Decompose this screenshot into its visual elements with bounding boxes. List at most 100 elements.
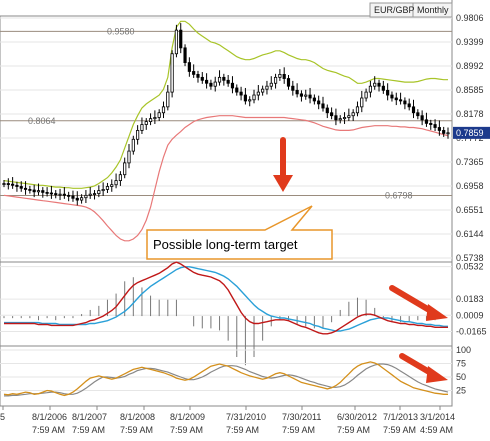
x-time-label: 7:59 AM [383,425,416,435]
candle-up [248,99,252,102]
x-date-label: 8/1/2008 [120,412,155,422]
candle-down [299,93,304,97]
candle-up [304,94,308,97]
candle-down [179,29,183,49]
candle-down [282,74,286,79]
candle-down [200,76,204,81]
candle-down [295,89,299,95]
candle-down [67,194,71,197]
axis-labels: 0.98060.93990.89920.85850.81780.77720.73… [456,13,487,396]
price-tick-label: 0.8585 [456,85,484,95]
x-time-label: 7:59 AM [32,425,65,435]
candle-up [360,97,364,108]
candle-down [424,119,429,124]
candle-down [433,124,437,128]
x-date-label: 5 [0,412,5,422]
candle-down [49,192,54,195]
stoch-k-line [3,361,448,397]
candle-down [317,100,321,105]
candle-up [140,124,144,131]
candle-up [88,193,92,196]
candle-down [312,97,316,102]
macd-tick-label: 0.0009 [456,310,484,320]
x-time-label: 7:59 AM [120,425,153,435]
price-tick-label: 0.6551 [456,205,484,215]
candle-down [407,103,411,108]
macd-panel-frame [0,261,453,347]
candle-down [187,62,191,72]
candle-down [41,190,45,193]
candle-down [192,71,196,75]
arrow-down-icon [273,137,293,192]
candle-up [342,117,347,120]
last-price-label: 0.7859 [456,128,484,138]
candle-down [442,130,446,134]
price-tick-label: 0.8992 [456,61,484,71]
candle-up [118,174,122,181]
candle-down [381,85,385,91]
candle-down [196,74,200,78]
macd-line [4,261,448,335]
candle-down [420,115,424,121]
candle-up [355,106,360,114]
candle-down [239,91,243,96]
stoch-tick-label: 25 [456,386,466,396]
candle-down [15,184,19,187]
x-time-label: 7:59 AM [337,425,370,435]
candle-down [235,87,239,93]
candle-down [429,122,433,125]
candle-down [394,97,398,101]
candle-up [148,118,153,122]
candle-up [161,106,166,114]
macd-tick-label: 0.0183 [456,294,484,304]
candle-up [144,121,148,125]
candle-down [243,94,247,102]
level-label: 0.6798 [385,190,413,200]
price-tick-label: 0.7365 [456,157,484,167]
candle-up [114,180,118,186]
candle-down [416,112,420,117]
stoch-tick-label: 100 [456,345,471,355]
candle-down [437,127,441,131]
candle-down [6,183,10,185]
candle-up [127,150,131,164]
x-date-label: 7/30/2011 [282,412,321,422]
macd-grid [0,266,452,332]
candle-down [11,183,15,186]
stoch-tick-label: 50 [456,372,466,382]
price-tick-label: 0.9806 [456,13,484,23]
arrow-diagonal-icon [389,285,448,321]
candle-down [205,79,209,84]
arrow-diagonal-icon [399,353,448,383]
support-resistance-levels: 0.9580 0.8064 0.6798 [0,26,452,200]
candle-up [105,186,110,190]
upper-band-line [3,20,448,189]
price-candles [2,23,450,206]
candle-up [153,117,157,120]
candle-down [403,100,407,105]
stoch-panel-frame [0,345,453,407]
lower-band-line [3,115,449,242]
x-date-label: 8/1/2006 [32,412,67,422]
candle-down [377,82,381,87]
last-price-marker [453,126,490,139]
candle-down [62,193,66,196]
candle-down [54,193,58,196]
macd-tick-label: -0.0165 [456,326,487,336]
price-tick-label: 0.8178 [456,109,484,119]
x-time-label: 4:59 AM [420,425,453,435]
candle-up [261,88,265,93]
candle-down [386,89,390,96]
candle-down [411,106,416,114]
x-time-label: 7:59 AM [226,425,259,435]
candle-down [19,186,23,189]
annotation-text: Possible long-term target [153,237,298,252]
candle-up [80,197,84,201]
candle-up [347,115,351,118]
x-axis-labels: 5 8/1/2006 7:59 AM 8/1/2007 7:59 AM 8/1/2008 7… [0,406,455,435]
candle-up [373,82,377,87]
candle-down [334,115,338,121]
annotation-callout [146,205,333,260]
candle-up [252,94,256,101]
